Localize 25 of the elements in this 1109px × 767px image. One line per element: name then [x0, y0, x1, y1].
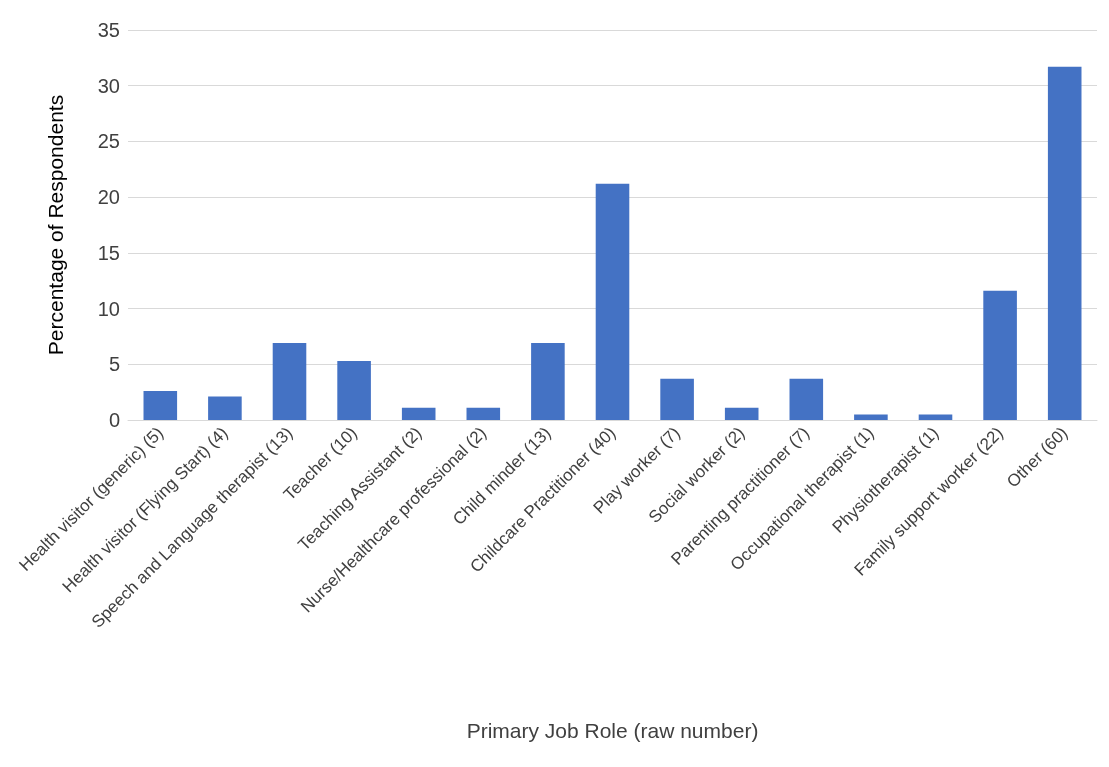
bar	[272, 343, 307, 420]
bar	[337, 360, 371, 420]
bar	[143, 391, 178, 420]
bar	[789, 378, 824, 420]
y-tick-label: 35	[97, 19, 120, 41]
bar	[854, 414, 888, 420]
y-tick-label: 10	[97, 297, 120, 320]
bar	[208, 396, 242, 420]
y-tick-label: 25	[97, 130, 120, 153]
bar	[983, 290, 1017, 420]
y-tick-label: 30	[97, 74, 120, 97]
y-tick-label: 15	[97, 241, 120, 264]
bar	[724, 407, 759, 420]
bar	[595, 183, 630, 420]
y-tick-label: 0	[108, 409, 120, 431]
bar	[466, 407, 501, 420]
y-tick-label: 5	[108, 353, 120, 376]
x-axis-title: Primary Job Role (raw number)	[466, 719, 759, 742]
bar	[1047, 66, 1082, 420]
y-axis-title: Percentage of Respondents	[44, 94, 67, 356]
bar	[918, 414, 953, 420]
y-tick-label: 20	[97, 186, 120, 209]
bar	[660, 378, 694, 420]
bar	[531, 343, 565, 420]
bar	[401, 407, 436, 420]
